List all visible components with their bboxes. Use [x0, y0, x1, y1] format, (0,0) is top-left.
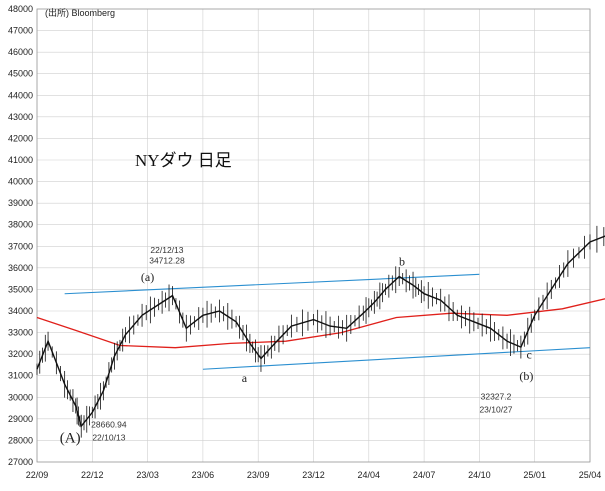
chart-title: NYダウ 日足: [135, 151, 232, 170]
y-tick-label: 31000: [8, 371, 33, 381]
annotation-label: (a): [141, 270, 154, 284]
x-tick-label: 24/04: [358, 470, 381, 480]
x-axis: 22/09 22/12 23/03 23/06 23/09 23/12 24/04 24/07…: [26, 470, 602, 480]
annotation-label: 28660.94: [91, 419, 127, 429]
annotation-label: c: [527, 347, 532, 361]
y-tick-label: 35000: [8, 284, 33, 294]
annotation-label: 22/10/13: [92, 432, 125, 442]
x-tick-label: 23/09: [247, 470, 270, 480]
annotation-label: a: [242, 371, 248, 385]
x-tick-label: 23/06: [192, 470, 215, 480]
price-line: [36, 235, 605, 428]
y-tick-label: 27000: [8, 457, 33, 467]
x-tick-label: 25/04: [579, 470, 602, 480]
annotation-label: 23/10/27: [479, 404, 512, 414]
price-series: [36, 225, 605, 438]
x-tick-label: 23/03: [136, 470, 159, 480]
y-tick-label: 48000: [8, 4, 33, 14]
source-label: (出所) Bloomberg: [45, 7, 115, 18]
x-tick-label: 22/12: [81, 470, 104, 480]
y-tick-label: 38000: [8, 220, 33, 230]
y-tick-label: 28000: [8, 435, 33, 445]
y-tick-label: 45000: [8, 69, 33, 79]
y-tick-label: 36000: [8, 263, 33, 273]
annotation-label: (b): [519, 369, 533, 383]
annotation-label: b: [399, 255, 405, 269]
x-tick-label: 24/10: [468, 470, 491, 480]
annotation-label: 34712.28: [149, 256, 185, 266]
y-tick-label: 44000: [8, 90, 33, 100]
y-tick-label: 42000: [8, 133, 33, 143]
grid-lines: [36, 8, 591, 463]
trendline: [202, 347, 591, 370]
y-tick-label: 37000: [8, 241, 33, 251]
ma200-line: [36, 298, 605, 349]
x-tick-label: 24/07: [413, 470, 436, 480]
annotation-label: 22/12/13: [150, 245, 183, 255]
y-tick-label: 46000: [8, 47, 33, 57]
x-tick-label: 25/01: [523, 470, 546, 480]
y-tick-label: 34000: [8, 306, 33, 316]
annotation-label: (A): [60, 431, 81, 447]
y-tick-label: 47000: [8, 26, 33, 36]
x-tick-label: 22/09: [26, 470, 49, 480]
trendlines: [64, 273, 591, 370]
y-tick-label: 43000: [8, 112, 33, 122]
y-tick-label: 30000: [8, 392, 33, 402]
ma200-series: 200日MA: [36, 298, 605, 349]
y-tick-label: 29000: [8, 414, 33, 424]
y-tick-label: 39000: [8, 198, 33, 208]
y-axis: 27000 28000 29000 30000 31000 32000 33000 34000…: [8, 4, 33, 467]
y-tick-label: 40000: [8, 177, 33, 187]
y-tick-label: 41000: [8, 155, 33, 165]
x-tick-label: 23/12: [302, 470, 325, 480]
annotation-label: 32327.2: [481, 391, 512, 401]
y-tick-label: 33000: [8, 328, 33, 338]
trendline: [64, 273, 480, 295]
y-tick-label: 32000: [8, 349, 33, 359]
